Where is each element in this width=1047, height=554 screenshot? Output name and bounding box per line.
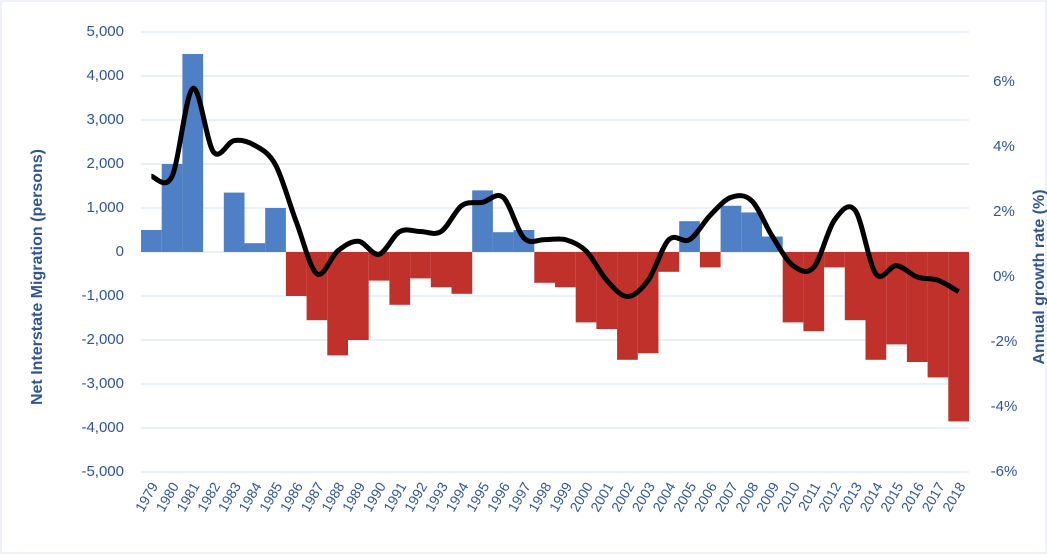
bar xyxy=(368,252,390,281)
y-tick-label: 0 xyxy=(116,243,124,260)
bar xyxy=(223,192,245,252)
x-tick-label: 2018 xyxy=(939,479,969,514)
y-tick-label: -3,000 xyxy=(81,375,124,392)
bar xyxy=(720,205,742,252)
bar xyxy=(906,252,928,362)
bar xyxy=(492,232,514,252)
bar xyxy=(948,252,969,422)
bar xyxy=(472,190,493,252)
y-tick-label: 3,000 xyxy=(86,111,124,128)
bar xyxy=(555,252,576,288)
y-tick-label: 5,000 xyxy=(86,23,124,40)
bar xyxy=(141,230,162,252)
bar xyxy=(161,164,183,252)
bar xyxy=(844,252,866,321)
y-tick-label: 4,000 xyxy=(86,67,124,84)
bar xyxy=(430,252,452,288)
y2-tick-label: 4% xyxy=(993,138,1015,155)
y-tick-label: 2,000 xyxy=(86,155,124,172)
y-tick-label: -1,000 xyxy=(81,287,124,304)
bar xyxy=(658,252,680,272)
bar xyxy=(824,252,845,268)
bar xyxy=(327,252,348,356)
bar xyxy=(699,252,721,268)
y-tick-label: -4,000 xyxy=(81,419,124,436)
bar xyxy=(451,252,473,294)
bar xyxy=(348,252,369,340)
bar xyxy=(182,54,204,252)
bar xyxy=(927,252,949,378)
y2-tick-label: 2% xyxy=(993,203,1015,220)
bar xyxy=(534,252,555,283)
y2-tick-label: -6% xyxy=(991,463,1018,480)
bar xyxy=(410,252,431,279)
bar xyxy=(265,208,286,252)
y-tick-label: -5,000 xyxy=(81,463,124,480)
y-tick-label: -2,000 xyxy=(81,331,124,348)
bar xyxy=(865,252,887,360)
bar xyxy=(741,212,762,252)
y2-tick-label: -2% xyxy=(991,333,1018,350)
y2-axis-label: Annual growth rate (%) xyxy=(1031,189,1047,364)
y-axis-label: Net Interstate Migration (persons) xyxy=(29,149,46,405)
bar xyxy=(617,252,638,360)
bar xyxy=(389,252,411,305)
bar xyxy=(886,252,907,345)
bar xyxy=(244,243,266,252)
growth-line xyxy=(150,86,960,300)
bar xyxy=(575,252,597,323)
y2-tick-label: 0% xyxy=(993,268,1015,285)
bar xyxy=(637,252,659,354)
bar xyxy=(285,252,307,296)
y2-tick-label: 6% xyxy=(993,73,1015,90)
y-tick-label: 1,000 xyxy=(86,199,124,216)
y2-tick-label: -4% xyxy=(991,398,1018,415)
